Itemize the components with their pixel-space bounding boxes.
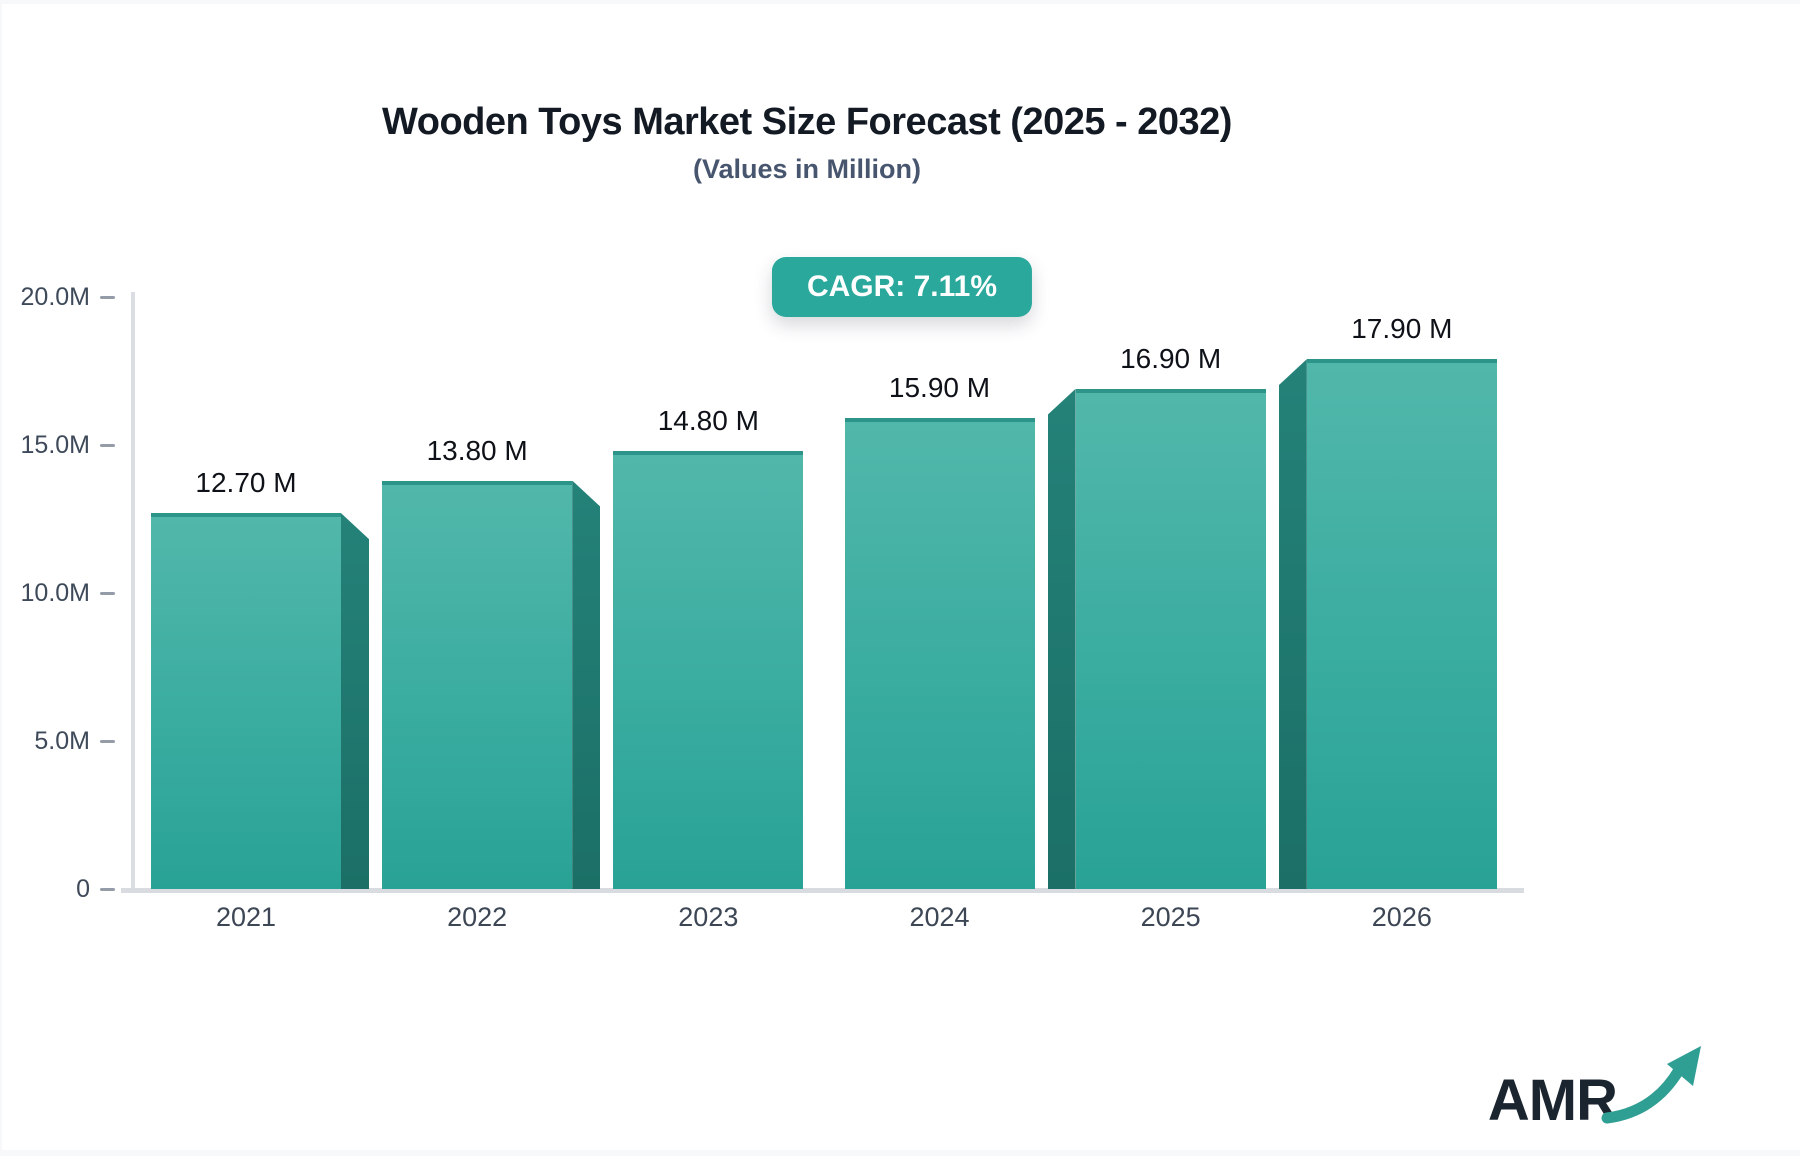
bar-3d-side-2025 (1047, 388, 1076, 889)
chart-title: Wooden Toys Market Size Forecast (2025 -… (382, 101, 1232, 143)
bar-2025 (1075, 388, 1266, 889)
x-axis-label-2025: 2025 (1140, 902, 1201, 932)
y-axis-tick-mark (100, 740, 115, 743)
cagr-badge: CAGR: 7.11% (771, 257, 1033, 317)
bar-value-label: 15.90 M (888, 372, 991, 404)
y-axis-tick-mark (100, 592, 115, 595)
bar-2022 (382, 480, 573, 889)
bar-3d-side-2026 (1278, 359, 1307, 889)
x-axis-label-2022: 2022 (447, 902, 508, 932)
bar-value-label: 12.70 M (195, 467, 297, 499)
y-axis-tick-mark (100, 888, 115, 891)
y-axis-tick-label: 20.0M (20, 283, 90, 311)
amr-logo-text: AMR (1487, 1068, 1618, 1133)
bar-chart-canvas: 0 5.0M 10.0M 15.0M 20.0M 12.70 M 2021 13.80 M 20… (2, 4, 1800, 1150)
bar-value-label: 17.90 M (1351, 313, 1453, 345)
y-axis-tick-label: 15.0M (20, 431, 90, 459)
y-axis-tick-mark (100, 296, 115, 299)
x-axis-label-2021: 2021 (215, 902, 277, 932)
bar-value-label: 13.80 M (426, 434, 528, 466)
x-axis-label-2026: 2026 (1371, 902, 1432, 932)
bar-2023 (613, 450, 804, 889)
y-axis-line (131, 292, 135, 892)
x-axis-label-2023: 2023 (678, 902, 739, 932)
amr-logo: AMR (1488, 1042, 1705, 1130)
bar-2024 (844, 418, 1035, 889)
growth-arrow-icon (1601, 1046, 1701, 1124)
bar-2021 (151, 513, 341, 889)
y-axis-tick-label: 0 (76, 875, 90, 903)
bar-3d-side-2021 (341, 513, 369, 889)
x-axis-baseline (121, 888, 1524, 893)
y-axis-tick-label: 10.0M (20, 579, 90, 607)
bar-value-label: 14.80 M (657, 404, 759, 436)
x-axis-label-2024: 2024 (909, 902, 970, 932)
y-axis-tick-mark (100, 444, 115, 447)
bar-3d-side-2022 (572, 480, 601, 889)
bar-2026 (1306, 359, 1497, 889)
chart-subtitle: (Values in Million) (692, 154, 922, 184)
chart-card: Wooden Toys Market Size Forecast (2025 -… (2, 4, 1800, 1150)
bar-value-label: 16.90 M (1120, 342, 1222, 374)
y-axis-tick-label: 5.0M (34, 727, 90, 755)
